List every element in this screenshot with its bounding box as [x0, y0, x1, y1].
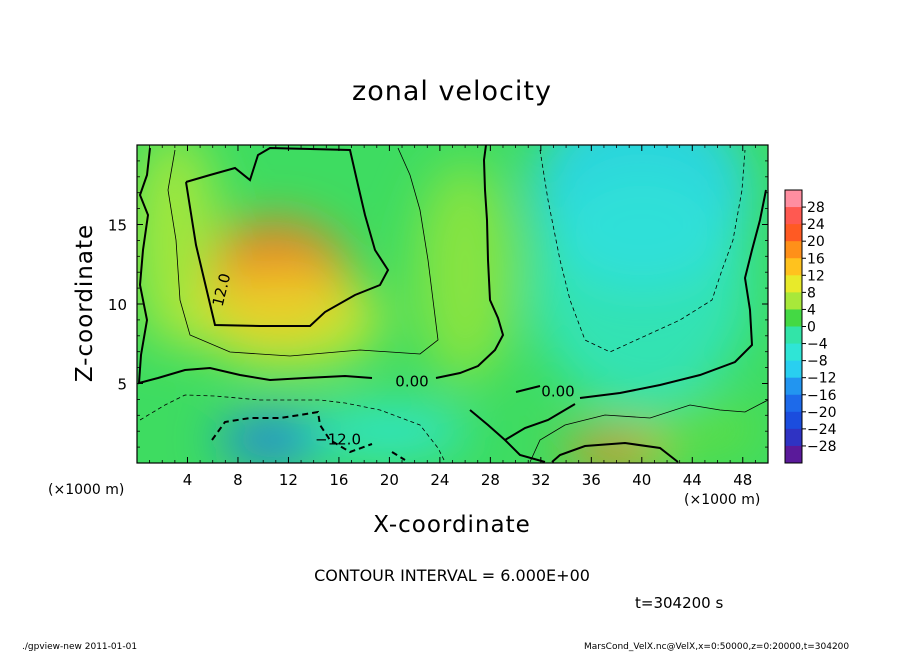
- footer-right: MarsCond_VelX.nc@VelX,x=0:50000,z=0:2000…: [584, 642, 850, 652]
- colorbar-tick-label: 8: [807, 285, 816, 301]
- y-tick-label: 10: [108, 296, 127, 314]
- colorbar-segment: [785, 309, 802, 327]
- field-blob: [561, 432, 672, 463]
- colorbar-segment: [785, 207, 802, 225]
- contour-thin-negative-lower: [139, 394, 446, 463]
- y-tick-label: 5: [117, 376, 127, 394]
- colorbar-segment: [785, 428, 802, 447]
- colorbar-tick-label: −24: [807, 422, 837, 438]
- x-tick-label: 8: [233, 471, 243, 489]
- field-blob: [531, 168, 752, 409]
- x-tick-label: 16: [329, 471, 348, 489]
- colorbar-tick-label: −8: [807, 354, 828, 370]
- colorbar-tick-label: 16: [807, 251, 825, 267]
- x-tick-label: 36: [582, 471, 601, 489]
- plot-area: 12.00.000.00−12.0: [137, 145, 768, 463]
- contour-zero-mid: [435, 145, 505, 379]
- contour-positive-12-lower: [551, 441, 679, 463]
- colorbar-tick-label: −16: [807, 388, 837, 404]
- field-blob: [644, 401, 765, 462]
- colorbar-tick-label: −4: [807, 337, 828, 353]
- colorbar-segment: [785, 190, 802, 208]
- colorbar-tick-label: 24: [807, 217, 825, 233]
- contour-negative-12: [211, 410, 406, 461]
- contour-label: 0.00: [395, 373, 428, 391]
- colorbar-segment: [785, 326, 802, 345]
- colorbar-tick-label: −28: [807, 439, 837, 455]
- colorbar-tick-label: 0: [807, 320, 816, 336]
- x-tick-label: 4: [183, 471, 193, 489]
- colorbar-segment: [785, 224, 802, 242]
- contour-zero-lower: [469, 403, 576, 463]
- colorbar-segment: [785, 258, 802, 276]
- colorbar-tick-label: 28: [807, 200, 825, 216]
- field-blob: [137, 145, 220, 351]
- y-tick-label: 15: [108, 217, 127, 235]
- colorbar-tick-label: −12: [807, 371, 837, 387]
- contour-lines: [137, 145, 768, 463]
- footer-left: ./gpview-new 2011-01-01: [22, 642, 138, 652]
- contour-thin-positive-lower: [529, 399, 768, 463]
- x-tick-label: 24: [430, 471, 449, 489]
- colorbar-segment: [785, 292, 802, 310]
- chart-title: zonal velocity: [352, 76, 552, 107]
- x-tick-label: 12: [279, 471, 298, 489]
- field-blob: [309, 406, 470, 457]
- x-tick-label: 20: [380, 471, 399, 489]
- field-blob: [233, 435, 294, 460]
- colorbar-tick-label: 4: [807, 302, 816, 318]
- x-unit-label-right: (×1000 m): [684, 492, 761, 508]
- colorbar-segment: [785, 445, 802, 464]
- velocity-field: [137, 145, 765, 463]
- colorbar-tick-label: 12: [807, 268, 825, 284]
- contour-thin-negative-right: [539, 149, 746, 353]
- x-tick-label: 28: [481, 471, 500, 489]
- colorbar-segment: [785, 241, 802, 259]
- colorbar-segment: [785, 394, 802, 413]
- colorbar-segment: [785, 360, 802, 379]
- contour-label: 0.00: [541, 383, 574, 401]
- contour-label-group: 12.00.000.00−12.0: [209, 271, 575, 448]
- x-tick-label: 32: [531, 471, 550, 489]
- contour-label: −12.0: [315, 431, 361, 449]
- x-tick-label: 44: [683, 471, 702, 489]
- colorbar-tick-label: 20: [807, 234, 825, 250]
- contour-thin-positive-left: [167, 147, 439, 357]
- colorbar-segment: [785, 411, 802, 430]
- field-blob: [415, 162, 516, 383]
- time-label: t=304200 s: [635, 594, 724, 612]
- x-tick-label: 40: [632, 471, 651, 489]
- x-axis-label: X-coordinate: [373, 512, 531, 538]
- contour-zero-right: [515, 189, 767, 399]
- colorbar-segment: [785, 275, 802, 293]
- colorbar-tick-label: −20: [807, 405, 837, 421]
- x-tick-label: 48: [733, 471, 752, 489]
- field-blob: [193, 269, 384, 370]
- colorbar-segment: [785, 377, 802, 396]
- x-unit-label-left: (×1000 m): [48, 482, 125, 498]
- contour-positive-12: [185, 146, 390, 327]
- field-blob: [590, 448, 643, 463]
- colorbar-segment: [785, 343, 802, 362]
- contour-interval-label: CONTOUR INTERVAL = 6.000E+00: [314, 566, 590, 585]
